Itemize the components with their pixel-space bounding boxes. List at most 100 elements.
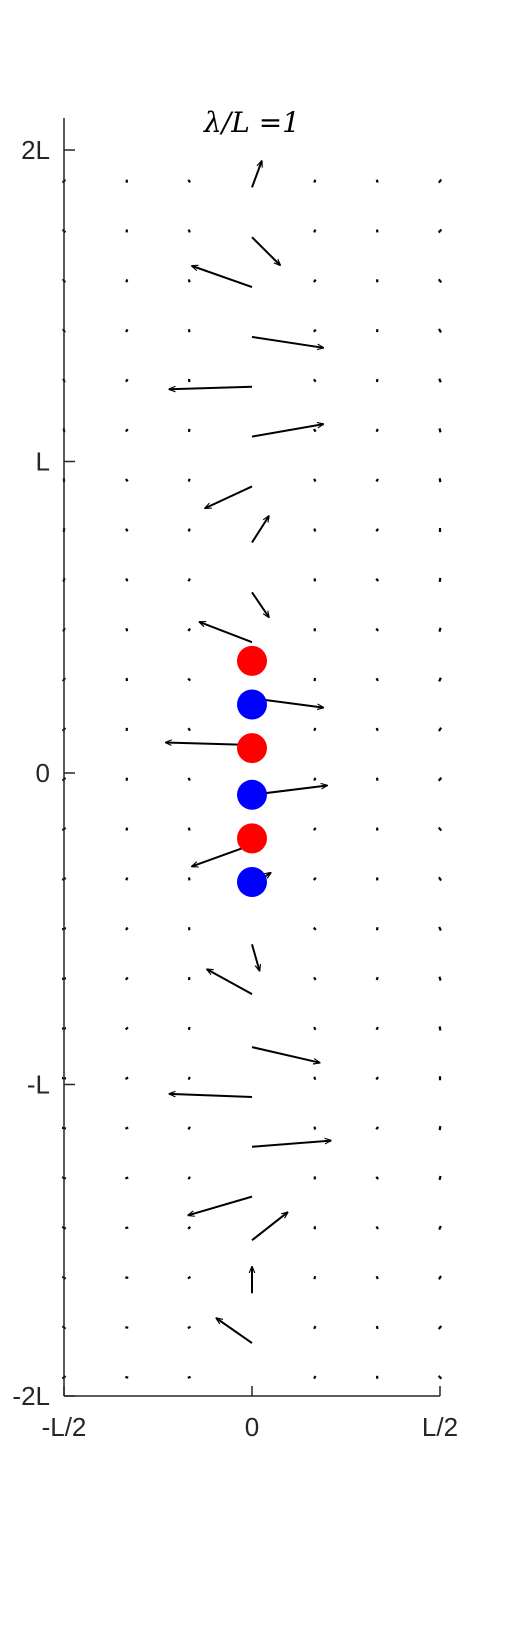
- field-arrow: [188, 1195, 253, 1216]
- x-tick-label: L/2: [422, 1412, 458, 1442]
- field-arrow: [199, 620, 253, 644]
- x-tick-label: -L/2: [42, 1412, 87, 1442]
- field-dot: [375, 1275, 379, 1280]
- field-dot: [187, 777, 191, 782]
- field-dot: [125, 926, 129, 931]
- chart-title: λ/L =1: [203, 106, 300, 139]
- field-dot: [125, 528, 129, 532]
- field-dot: [438, 677, 442, 682]
- field-dot: [438, 926, 442, 932]
- field-arrow: [205, 485, 253, 508]
- field-dot: [438, 627, 442, 632]
- field-dot: [313, 478, 317, 483]
- field-dot: [187, 1225, 192, 1230]
- field-dot: [125, 1375, 129, 1379]
- field-arrow: [251, 1046, 320, 1063]
- field-dot: [313, 976, 317, 981]
- field-dot: [187, 528, 191, 532]
- field-dot: [437, 727, 443, 732]
- field-dot: [375, 1225, 379, 1230]
- field-dot: [437, 826, 443, 832]
- field-dot: [437, 1375, 443, 1380]
- y-tick-label: 0: [36, 758, 50, 788]
- field-arrow: [251, 161, 262, 188]
- y-tick-label: L: [36, 447, 50, 477]
- field-dot: [375, 777, 379, 781]
- field-arrow: [251, 1141, 331, 1148]
- point-charges: [237, 645, 267, 898]
- field-dot: [438, 378, 442, 383]
- field-dot: [187, 578, 191, 582]
- field-dot: [313, 1076, 317, 1081]
- field-dot: [375, 976, 379, 981]
- field-dot: [125, 627, 129, 632]
- field-dot: [187, 1076, 191, 1081]
- field-dot: [438, 1175, 442, 1181]
- field-dot: [124, 1026, 129, 1031]
- field-dot: [438, 428, 442, 433]
- y-tick-label: 2L: [21, 135, 50, 165]
- field-dot: [375, 1026, 379, 1031]
- field-dot: [124, 1076, 129, 1081]
- positive-charge: [237, 645, 267, 676]
- field-dot: [375, 478, 379, 483]
- field-arrow: [251, 944, 260, 970]
- field-dot: [187, 1275, 192, 1280]
- field-dot: [124, 478, 129, 483]
- field-dot: [187, 478, 191, 482]
- field-dot: [437, 178, 443, 184]
- field-dot: [375, 578, 380, 582]
- field-dot: [438, 1026, 442, 1031]
- field-dot: [124, 1126, 129, 1130]
- field-arrow: [169, 387, 253, 389]
- field-dot: [187, 677, 192, 682]
- field-dot: [312, 926, 317, 931]
- field-dot: [375, 229, 379, 233]
- field-arrow: [216, 1318, 253, 1344]
- field-dot: [313, 278, 317, 283]
- field-dot: [312, 328, 317, 333]
- field-dot: [437, 876, 443, 882]
- field-dot: [438, 1225, 442, 1231]
- field-dot: [375, 179, 379, 183]
- field-dot: [375, 428, 379, 433]
- field-dot: [187, 627, 191, 632]
- field-dot: [313, 1375, 317, 1380]
- field-arrow: [169, 1094, 253, 1098]
- field-dot: [124, 976, 129, 981]
- y-tick-label: -L: [27, 1070, 50, 1100]
- field-dot: [375, 1176, 379, 1180]
- field-dot: [313, 827, 317, 831]
- field-dot: [125, 578, 129, 582]
- field-dot: [125, 827, 129, 831]
- field-dot: [375, 378, 379, 383]
- field-arrow: [251, 516, 269, 544]
- background-field-dots: [61, 178, 443, 1380]
- field-dot: [125, 877, 129, 881]
- field-dot: [187, 179, 191, 184]
- field-dot: [313, 777, 317, 782]
- x-ticks: -L/2 0 L/2: [42, 1386, 458, 1442]
- field-dot: [313, 1275, 317, 1280]
- field-dot: [125, 229, 129, 233]
- field-dot: [438, 328, 442, 333]
- field-arrow: [251, 591, 269, 617]
- field-dot: [375, 1126, 380, 1130]
- field-dot: [375, 677, 379, 682]
- field-arrow: [251, 335, 323, 348]
- field-dot: [187, 1026, 191, 1031]
- field-dot: [313, 1325, 317, 1330]
- positive-charge: [237, 733, 267, 764]
- field-arrow: [251, 424, 323, 438]
- field-dot: [187, 1176, 191, 1180]
- field-dot: [125, 1176, 129, 1180]
- positive-charge: [237, 823, 267, 854]
- field-dot: [187, 1126, 191, 1130]
- field-dot: [313, 528, 317, 532]
- field-dot: [438, 577, 442, 583]
- field-dot: [187, 727, 191, 732]
- field-dot: [375, 528, 379, 532]
- field-dot: [375, 927, 379, 931]
- y-tick-label: -2L: [12, 1381, 50, 1411]
- field-dot: [312, 378, 317, 383]
